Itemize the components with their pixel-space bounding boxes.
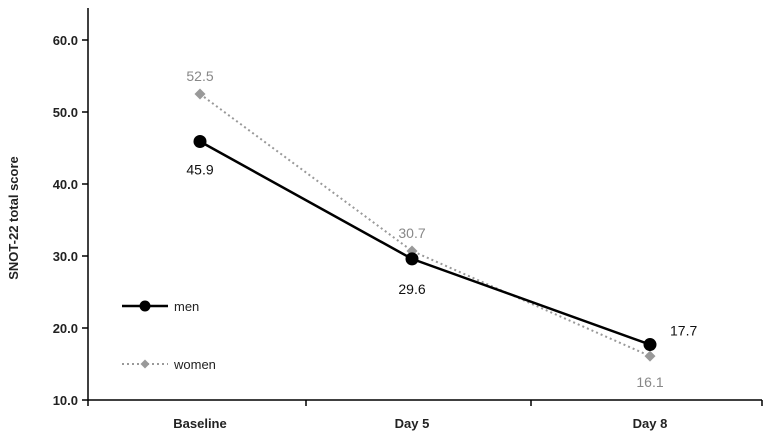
y-tick-label: 40.0 xyxy=(53,177,78,192)
y-tick-label: 60.0 xyxy=(53,33,78,48)
data-point-men xyxy=(193,135,207,149)
data-point-women xyxy=(644,350,656,362)
y-tick-label: 50.0 xyxy=(53,105,78,120)
y-tick-label: 10.0 xyxy=(53,393,78,408)
legend-marker-men xyxy=(139,300,151,312)
series-men: 45.9 29.6 17.7 xyxy=(186,135,697,352)
data-point-men xyxy=(643,338,657,352)
data-label-women: 52.5 xyxy=(186,68,213,84)
data-label-men: 17.7 xyxy=(670,323,697,339)
x-axis: Baseline Day 5 Day 8 xyxy=(87,399,763,431)
y-axis: 10.0 20.0 30.0 40.0 50.0 60.0 xyxy=(53,8,89,408)
x-tick-label: Baseline xyxy=(173,416,226,431)
legend-item-men: men xyxy=(122,299,199,314)
y-tick-label: 30.0 xyxy=(53,249,78,264)
x-tick-label: Day 5 xyxy=(395,416,430,431)
data-point-women xyxy=(194,88,206,100)
data-label-women: 30.7 xyxy=(398,225,425,241)
legend: men women xyxy=(122,299,216,372)
series-women: 52.5 30.7 16.1 xyxy=(186,68,663,390)
legend-item-women: women xyxy=(122,357,216,372)
y-axis-title: SNOT-22 total score xyxy=(6,156,21,280)
legend-marker-women xyxy=(140,359,150,369)
series-line-men xyxy=(199,140,651,346)
y-tick-label: 20.0 xyxy=(53,321,78,336)
data-label-men: 45.9 xyxy=(186,162,213,178)
legend-label-men: men xyxy=(174,299,199,314)
data-label-women: 16.1 xyxy=(636,374,663,390)
data-point-men xyxy=(405,252,419,266)
series-layer: 52.5 30.7 16.1 45.9 29.6 17.7 xyxy=(186,68,697,390)
x-tick-label: Day 8 xyxy=(633,416,668,431)
data-label-men: 29.6 xyxy=(398,281,425,297)
legend-label-women: women xyxy=(173,357,216,372)
